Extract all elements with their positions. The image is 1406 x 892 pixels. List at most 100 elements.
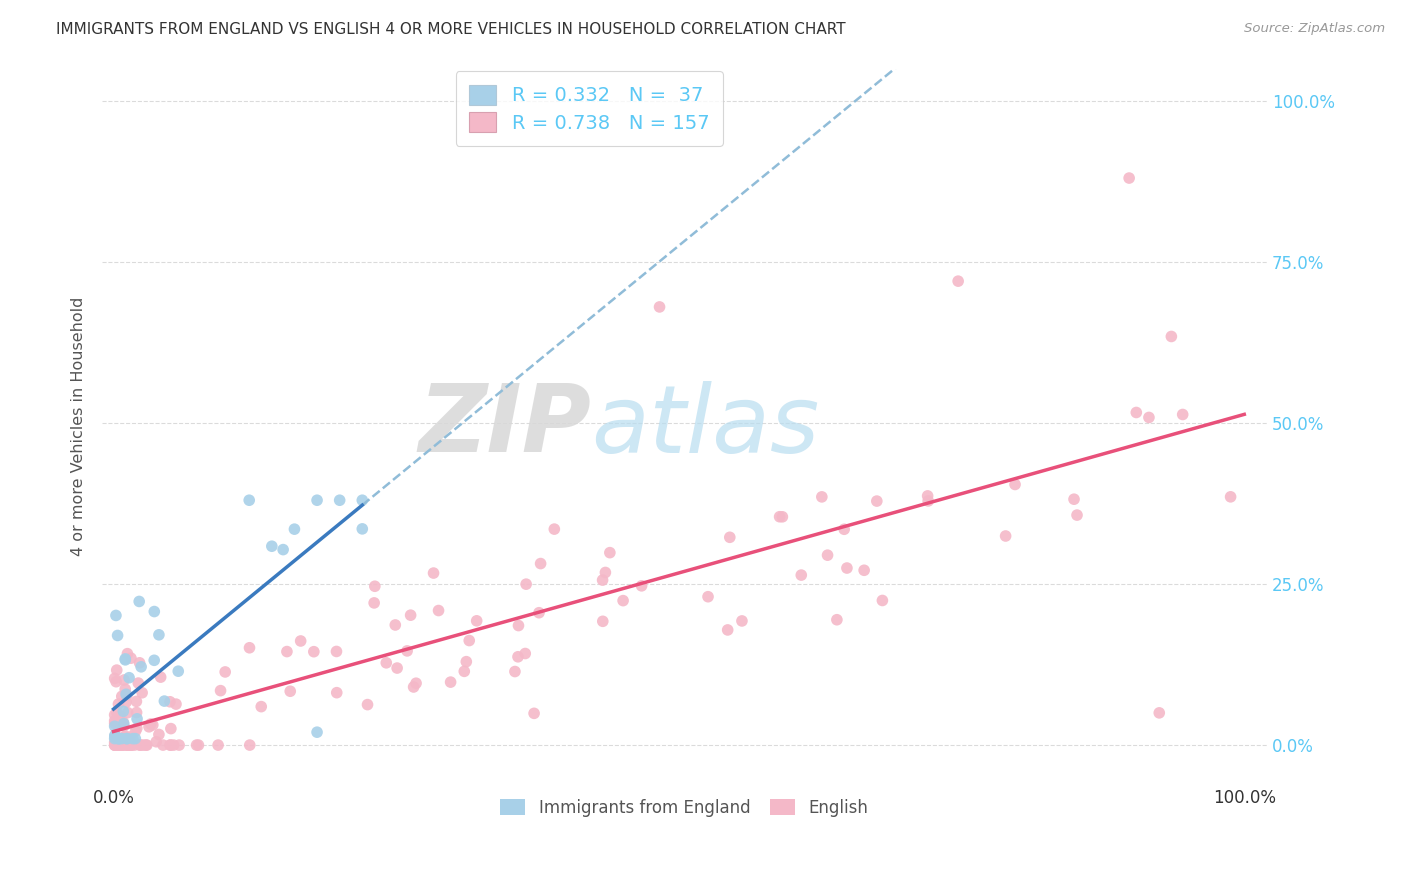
Point <box>107 738 129 752</box>
Point <box>107 738 129 752</box>
Point <box>105 663 128 677</box>
Point <box>1063 492 1085 507</box>
Point <box>465 614 488 628</box>
Point <box>811 490 834 504</box>
Point <box>159 738 181 752</box>
Point <box>503 665 526 679</box>
Point <box>104 728 127 742</box>
Point <box>917 489 939 503</box>
Point <box>402 680 425 694</box>
Point <box>149 670 172 684</box>
Point <box>770 509 793 524</box>
Point <box>427 603 450 617</box>
Point <box>108 738 131 752</box>
Point <box>352 522 374 536</box>
Point <box>105 674 128 689</box>
Point <box>363 596 385 610</box>
Point <box>717 623 740 637</box>
Point <box>515 577 537 591</box>
Point <box>385 661 408 675</box>
Point <box>142 718 165 732</box>
Text: ZIP: ZIP <box>419 380 592 472</box>
Point <box>115 730 138 744</box>
Point <box>115 732 138 747</box>
Point <box>994 529 1017 543</box>
Point <box>159 695 181 709</box>
Point <box>111 738 134 752</box>
Point <box>139 717 162 731</box>
Point <box>325 644 347 658</box>
Point <box>278 684 301 698</box>
Point <box>131 686 153 700</box>
Point <box>186 738 208 752</box>
Point <box>399 608 422 623</box>
Point <box>132 738 155 752</box>
Point <box>143 653 166 667</box>
Point <box>118 738 141 752</box>
Point <box>946 274 969 288</box>
Point <box>165 697 187 711</box>
Y-axis label: 4 or more Vehicles in Household: 4 or more Vehicles in Household <box>72 296 86 556</box>
Point <box>104 714 127 728</box>
Point <box>825 613 848 627</box>
Point <box>648 300 671 314</box>
Point <box>110 738 132 752</box>
Point <box>120 738 142 752</box>
Point <box>120 738 142 752</box>
Point <box>118 738 141 752</box>
Point <box>162 738 184 752</box>
Point <box>127 676 149 690</box>
Point <box>595 566 617 580</box>
Point <box>117 706 139 720</box>
Point <box>506 649 529 664</box>
Point <box>364 579 387 593</box>
Point <box>356 698 378 712</box>
Point <box>104 738 127 752</box>
Point <box>114 730 136 744</box>
Point <box>112 731 135 745</box>
Point <box>152 738 174 752</box>
Point <box>375 656 398 670</box>
Point <box>121 731 143 746</box>
Point <box>853 563 876 577</box>
Point <box>527 606 550 620</box>
Point <box>1004 477 1026 491</box>
Point <box>271 542 294 557</box>
Point <box>120 738 142 752</box>
Point <box>107 738 129 752</box>
Point <box>104 735 127 749</box>
Point <box>115 695 138 709</box>
Point <box>790 568 813 582</box>
Point <box>145 735 167 749</box>
Point <box>111 738 134 752</box>
Point <box>104 738 127 752</box>
Point <box>1171 408 1194 422</box>
Point <box>104 716 127 731</box>
Point <box>128 594 150 608</box>
Point <box>104 707 127 722</box>
Point <box>115 738 138 752</box>
Point <box>120 730 142 744</box>
Point <box>630 579 652 593</box>
Point <box>422 566 444 580</box>
Point <box>117 738 139 752</box>
Point <box>832 522 855 536</box>
Point <box>114 738 136 752</box>
Point <box>731 614 754 628</box>
Point <box>115 688 138 702</box>
Text: IMMIGRANTS FROM ENGLAND VS ENGLISH 4 OR MORE VEHICLES IN HOUSEHOLD CORRELATION C: IMMIGRANTS FROM ENGLAND VS ENGLISH 4 OR … <box>56 22 846 37</box>
Point <box>111 690 134 704</box>
Point <box>112 704 135 718</box>
Point <box>114 652 136 666</box>
Point <box>405 676 427 690</box>
Point <box>104 738 127 752</box>
Point <box>108 737 131 751</box>
Point <box>115 731 138 746</box>
Point <box>302 645 325 659</box>
Point <box>107 731 129 746</box>
Point <box>125 721 148 735</box>
Point <box>135 738 157 752</box>
Point <box>167 738 190 752</box>
Point <box>238 640 260 655</box>
Point <box>105 706 128 720</box>
